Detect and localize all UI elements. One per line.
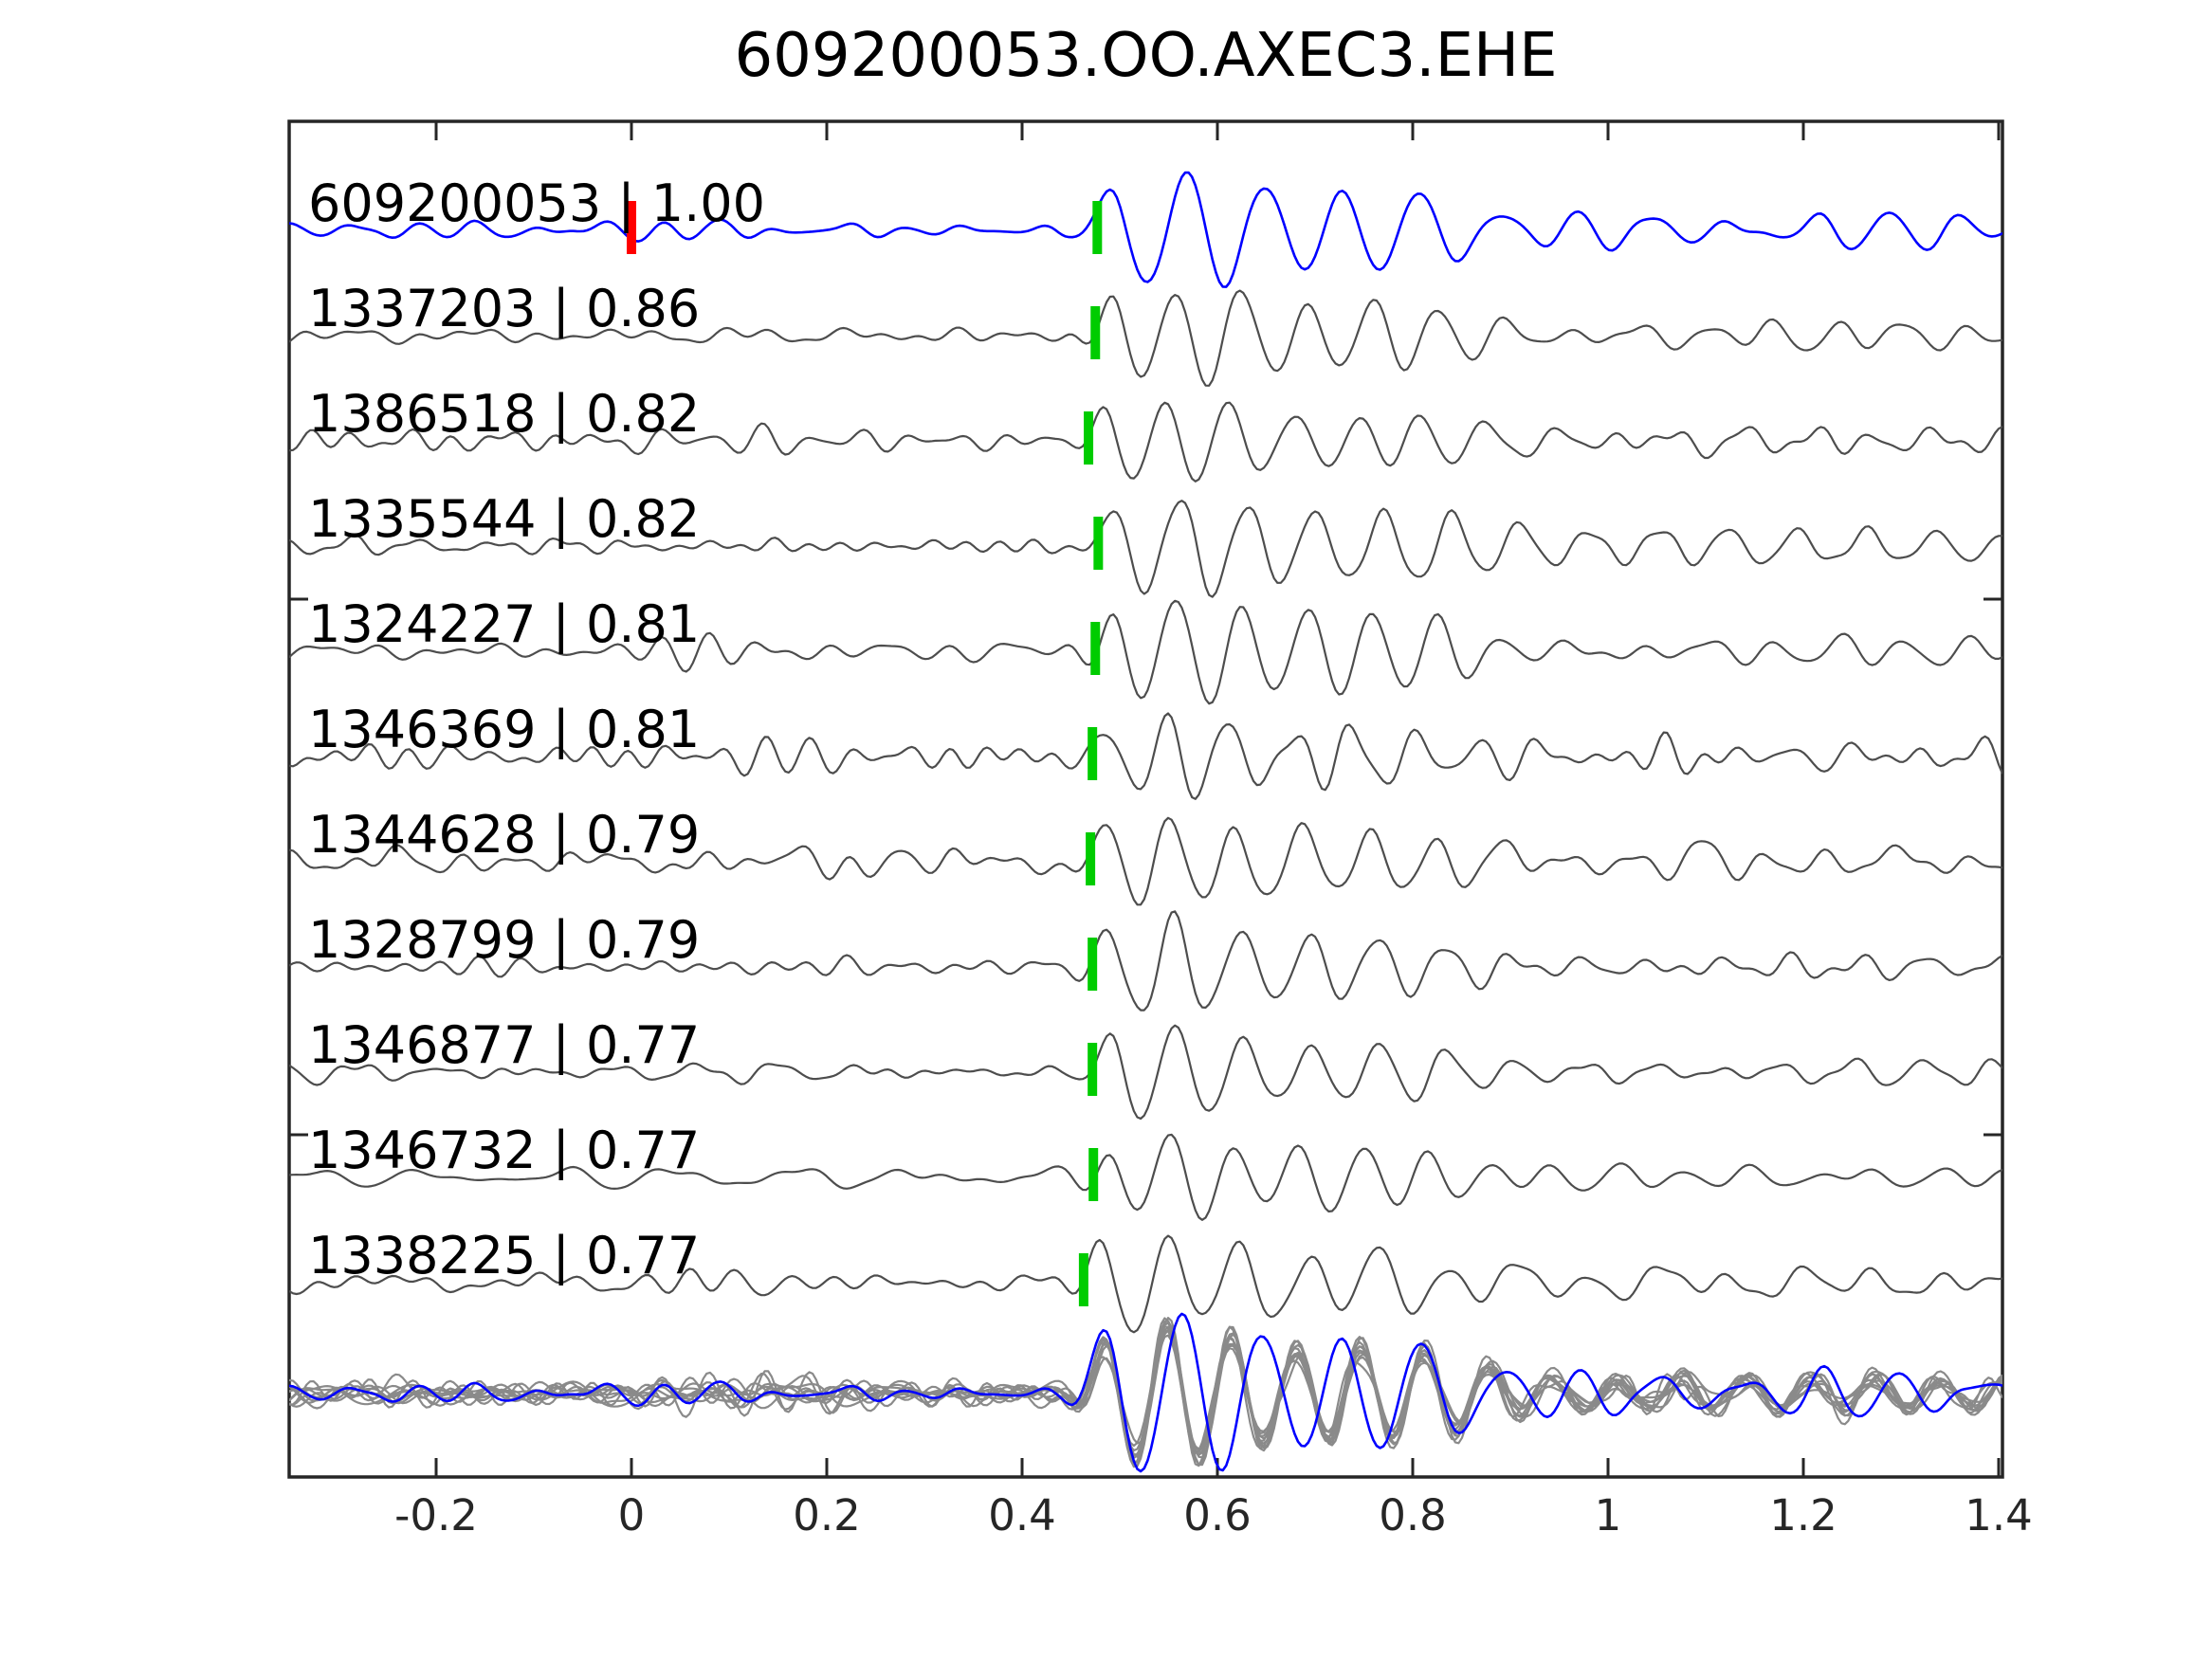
plot-border <box>287 119 2004 1479</box>
pick-marker-green <box>1078 1253 1088 1306</box>
detection-waveform <box>289 1133 2002 1221</box>
pick-marker-green <box>1090 622 1101 675</box>
pick-marker-green <box>1090 306 1101 359</box>
template-waveform <box>289 171 2002 288</box>
overlay-detection-waveform <box>289 1326 2002 1464</box>
x-tick-labels: -0.2 0 0.2 0.4 0.6 0.8 1 1.2 1.4 <box>394 1490 2033 1540</box>
x-tick-label: 0.2 <box>793 1490 861 1540</box>
pick-marker-green <box>1086 832 1096 885</box>
x-tick-label: -0.2 <box>394 1490 478 1540</box>
pick-markers <box>627 201 1104 1306</box>
trace-label: 1338225 | 0.77 <box>308 1226 700 1285</box>
pick-marker-green <box>1088 938 1098 991</box>
trace-label: 1346732 | 0.77 <box>308 1121 700 1180</box>
x-tick-label: 1.2 <box>1769 1490 1837 1540</box>
detection-waveform <box>289 816 2002 906</box>
trace-label: 1335544 | 0.82 <box>308 489 700 549</box>
x-tick-label: 0.8 <box>1379 1490 1447 1540</box>
trace-label: 609200053 | 1.00 <box>308 173 765 233</box>
detection-waveform <box>289 910 2002 1012</box>
detection-waveform <box>289 712 2002 800</box>
x-tick-label: 1.4 <box>1965 1490 2033 1540</box>
trace-label: 1324227 | 0.81 <box>308 594 700 654</box>
trace-label: 1346877 | 0.77 <box>308 1015 700 1075</box>
pick-marker-green <box>1088 1043 1098 1096</box>
plot-frame <box>287 119 2004 1479</box>
x-tick-label: 0 <box>618 1490 646 1540</box>
x-tick-label: 0.6 <box>1183 1490 1252 1540</box>
overlay-detection-waveform <box>289 1322 2002 1468</box>
trace-waveforms <box>289 171 2002 1473</box>
trace-label: 1346369 | 0.81 <box>308 700 700 759</box>
detection-waveform <box>289 1024 2002 1121</box>
detection-waveform <box>289 289 2002 387</box>
pick-marker-green <box>1088 727 1098 780</box>
detection-waveform <box>289 500 2002 598</box>
overlay-template-waveform <box>289 1312 2002 1473</box>
trace-label: 1337203 | 0.86 <box>308 279 700 338</box>
pick-marker-green <box>1092 201 1103 254</box>
trace-labels: 609200053 | 1.00 1337203 | 0.86 1386518 | … <box>308 173 765 1285</box>
pick-marker-green <box>1084 411 1094 465</box>
detection-waveform <box>289 401 2002 483</box>
pick-marker-green <box>1093 517 1104 570</box>
detection-waveform <box>289 1234 2002 1334</box>
pick-marker-green <box>1088 1148 1099 1201</box>
x-tick-label: 1 <box>1595 1490 1622 1540</box>
trace-label: 1344628 | 0.79 <box>308 805 700 865</box>
detection-waveform <box>289 599 2002 705</box>
trace-label: 1386518 | 0.82 <box>308 384 700 444</box>
trace-label: 1328799 | 0.79 <box>308 910 700 970</box>
plot-title: 609200053.OO.AXEC3.EHE <box>734 21 1558 91</box>
x-tick-label: 0.4 <box>988 1490 1056 1540</box>
template-zero-marker-red <box>627 201 636 254</box>
